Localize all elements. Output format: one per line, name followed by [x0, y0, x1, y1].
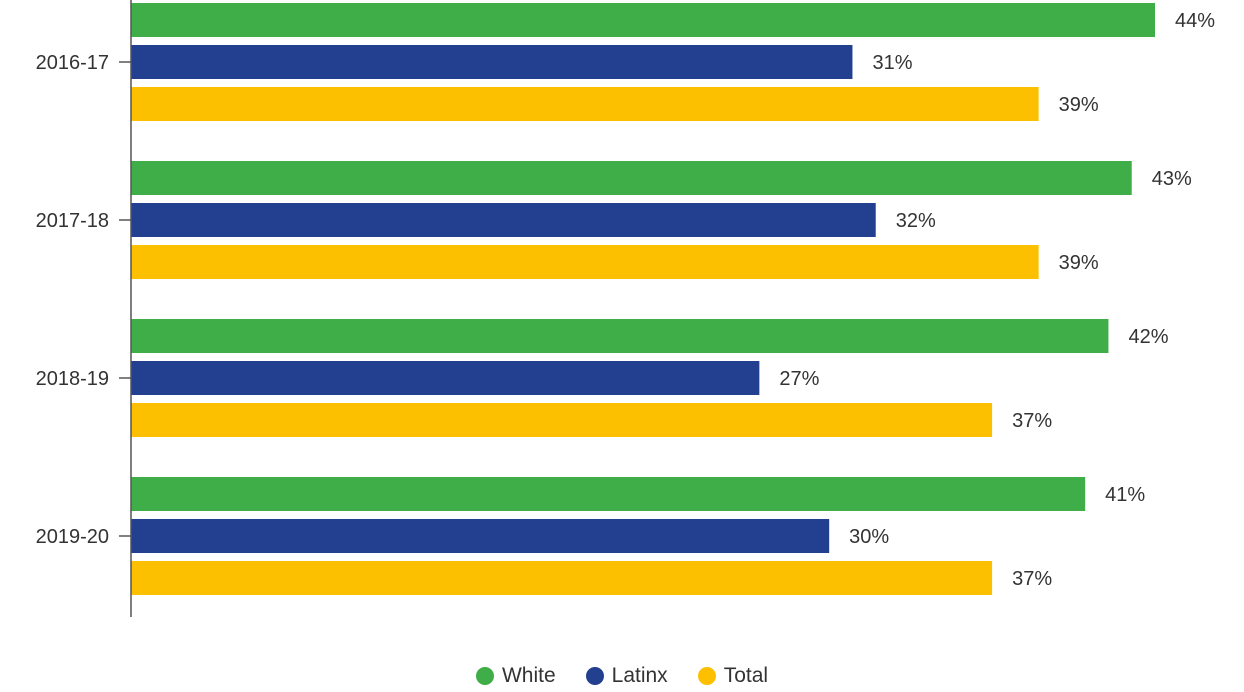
- bar-white-2018-19: [131, 319, 1109, 353]
- bar-total-2016-17: [131, 87, 1039, 121]
- bar-total-2018-19: [131, 403, 993, 437]
- value-label-white-2018-19: 42%: [1128, 326, 1168, 348]
- legend-swatch-white: [475, 667, 494, 685]
- bar-latinx-2017-18: [131, 203, 876, 237]
- bar-total-2019-20: [131, 561, 993, 595]
- value-label-white-2016-17: 44%: [1175, 10, 1215, 32]
- value-label-total-2018-19: 37%: [1012, 410, 1052, 432]
- y-tick-label-2019-20: 2019-20: [36, 526, 109, 548]
- bar-total-2017-18: [131, 245, 1039, 279]
- bar-white-2017-18: [131, 161, 1132, 195]
- y-tick-label-2016-17: 2016-17: [36, 52, 109, 74]
- bar-white-2019-20: [131, 477, 1086, 511]
- bar-white-2016-17: [131, 3, 1155, 37]
- value-label-latinx-2016-17: 31%: [872, 52, 912, 74]
- y-tick-label-2017-18: 2017-18: [36, 210, 109, 232]
- bar-chart: 44% 31% 39% 43% 32% 39% 42% 27% 37% 41% 30% 37% 201…: [36, 0, 1215, 617]
- legend-swatch-total: [697, 667, 716, 685]
- legend-item-latinx: Latinx: [585, 664, 668, 688]
- legend: White Latinx Total: [0, 660, 1244, 692]
- value-label-total-2016-17: 39%: [1059, 94, 1099, 116]
- value-label-total-2019-20: 37%: [1012, 568, 1052, 590]
- y-tick-label-2018-19: 2018-19: [36, 368, 109, 390]
- value-label-latinx-2017-18: 32%: [896, 210, 936, 232]
- bar-latinx-2016-17: [131, 45, 853, 79]
- value-label-latinx-2018-19: 27%: [779, 368, 819, 390]
- legend-label-white: White: [501, 664, 556, 687]
- legend-item-total: Total: [697, 664, 769, 688]
- legend-swatch-latinx: [585, 667, 604, 685]
- bars-layer: [131, 3, 1155, 595]
- legend-item-white: White: [475, 664, 556, 688]
- legend-label-latinx: Latinx: [611, 664, 668, 687]
- value-label-white-2019-20: 41%: [1105, 484, 1145, 506]
- value-labels-layer: 44% 31% 39% 43% 32% 39% 42% 27% 37% 41% 30% 37%: [779, 10, 1215, 590]
- legend-label-total: Total: [723, 664, 769, 687]
- value-label-total-2017-18: 39%: [1059, 252, 1099, 274]
- value-label-latinx-2019-20: 30%: [849, 526, 889, 548]
- bar-latinx-2018-19: [131, 361, 760, 395]
- y-axis: 2016-17 2017-18 2018-19 2019-20: [36, 0, 132, 617]
- bar-latinx-2019-20: [131, 519, 830, 553]
- value-label-white-2017-18: 43%: [1152, 168, 1192, 190]
